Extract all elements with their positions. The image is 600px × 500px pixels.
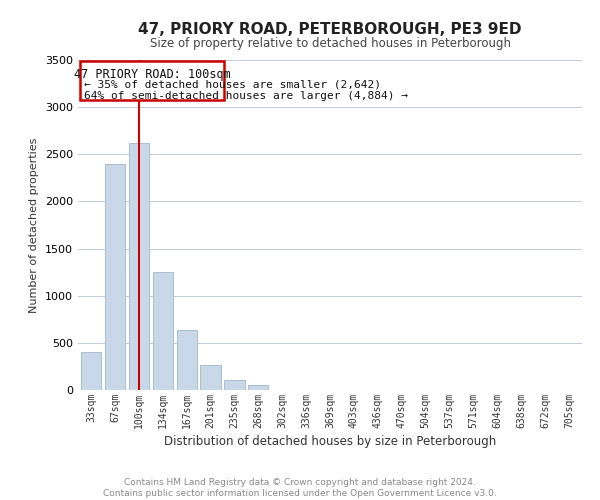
Bar — [81, 352, 101, 390]
Bar — [176, 330, 197, 390]
Bar — [80, 61, 224, 100]
X-axis label: Distribution of detached houses by size in Peterborough: Distribution of detached houses by size … — [164, 435, 496, 448]
Text: 64% of semi-detached houses are larger (4,884) →: 64% of semi-detached houses are larger (… — [84, 90, 408, 101]
Text: 47, PRIORY ROAD, PETERBOROUGH, PE3 9ED: 47, PRIORY ROAD, PETERBOROUGH, PE3 9ED — [138, 22, 522, 38]
Bar — [224, 380, 245, 390]
Text: Size of property relative to detached houses in Peterborough: Size of property relative to detached ho… — [149, 38, 511, 51]
Text: Contains HM Land Registry data © Crown copyright and database right 2024.
Contai: Contains HM Land Registry data © Crown c… — [103, 478, 497, 498]
Bar — [248, 385, 268, 390]
Text: 47 PRIORY ROAD: 100sqm: 47 PRIORY ROAD: 100sqm — [74, 68, 230, 82]
Y-axis label: Number of detached properties: Number of detached properties — [29, 138, 40, 312]
Bar — [152, 272, 173, 390]
Bar — [105, 164, 125, 390]
Bar — [129, 143, 149, 390]
Text: ← 35% of detached houses are smaller (2,642): ← 35% of detached houses are smaller (2,… — [84, 80, 381, 90]
Bar — [200, 366, 221, 390]
